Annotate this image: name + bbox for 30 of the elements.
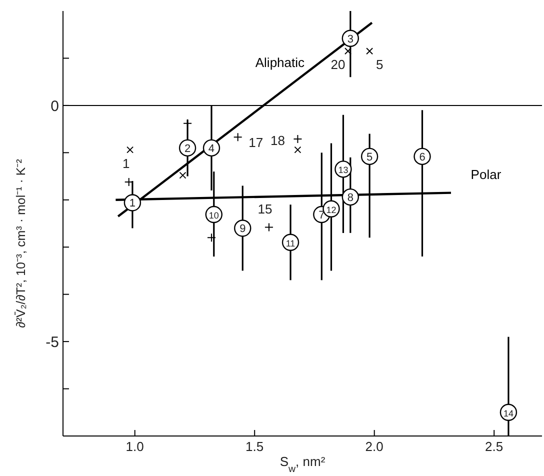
annotation: 15 — [258, 201, 272, 216]
annotation: 17 — [248, 135, 264, 150]
annotation: 9 — [240, 223, 246, 236]
annotation: 13 — [338, 165, 348, 176]
annotation: 2 — [184, 142, 191, 155]
annotation: 20 — [330, 57, 346, 72]
annotation: 10 — [208, 210, 219, 221]
x-axis-title: S$_{w}$, nm² — [280, 454, 326, 474]
series-label: Polar — [470, 166, 502, 182]
annotation: 12 — [326, 204, 336, 215]
series-label: Aliphatic — [255, 54, 306, 70]
annotation: 5 — [376, 57, 384, 72]
x-tick-label: 1.5 — [246, 439, 264, 454]
y-axis-title: ∂²V̄₂/∂T², 10⁻³, cm³ · mol⁻¹ · K⁻² — [14, 159, 28, 328]
annotation: 3 — [347, 33, 354, 46]
annotation: 5 — [366, 151, 373, 164]
y-tick-label: -5 — [46, 334, 59, 351]
annotation: 1 — [129, 198, 136, 210]
annotation: 7 — [318, 210, 325, 222]
x-tick-label: 1.0 — [126, 439, 144, 454]
annotation: 4 — [208, 142, 215, 155]
annotation: 8 — [347, 192, 354, 204]
x-tick-label: 2.5 — [485, 439, 504, 454]
annotation: 1 — [122, 156, 130, 171]
annotation: 11 — [286, 238, 296, 248]
x-tick-label: 2.0 — [365, 439, 384, 454]
annotation: 6 — [419, 151, 426, 164]
annotation: 18 — [270, 132, 285, 148]
annotation: 14 — [503, 408, 514, 418]
y-tick-label: 0 — [50, 98, 59, 115]
